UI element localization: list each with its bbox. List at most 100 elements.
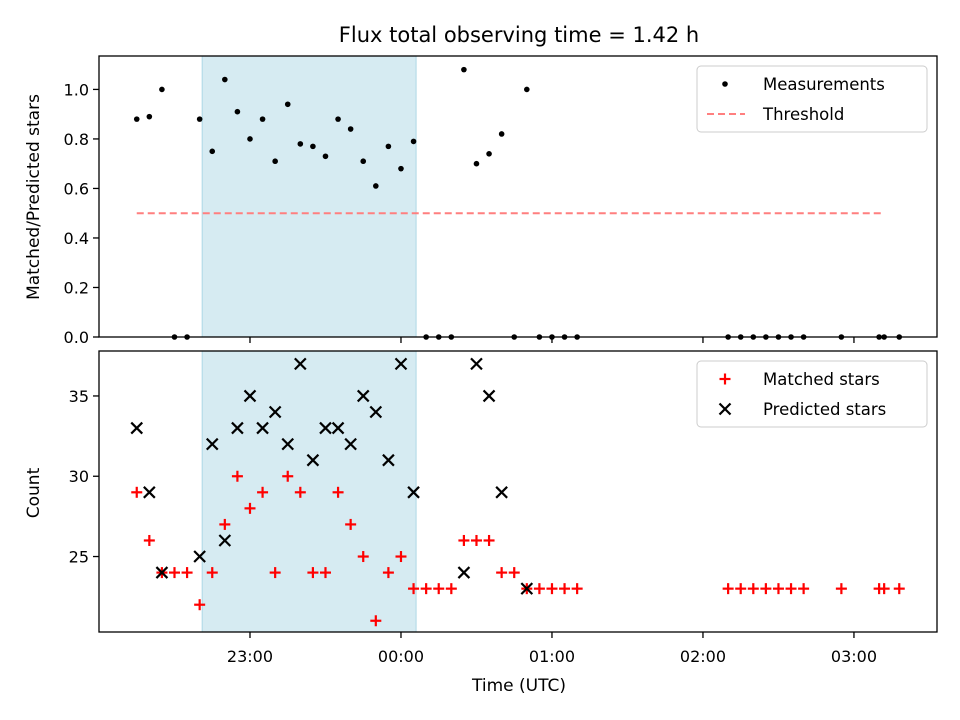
legend-label: Matched stars [763, 370, 880, 389]
observing-window-span [201, 350, 417, 633]
measurement-point [159, 86, 165, 93]
measurement-point [310, 143, 316, 150]
y-tick-label: 0.4 [64, 229, 89, 248]
matched-point [244, 502, 256, 514]
predicted-point [382, 453, 395, 467]
matched-point [282, 470, 294, 482]
matched-point [722, 583, 734, 595]
measurement-point [335, 116, 341, 122]
matched-point [332, 486, 344, 498]
matched-point [735, 583, 747, 595]
matched-point [181, 567, 193, 579]
x-axis-label: Time (UTC) [471, 676, 566, 696]
predicted-point [268, 405, 282, 419]
measurement-point [196, 116, 203, 122]
measurement-point [398, 165, 404, 172]
x-tick-label: 02:00 [680, 647, 726, 666]
measurement-point [259, 116, 266, 122]
matched-point [772, 583, 784, 595]
legend-label: Threshold [762, 105, 844, 124]
matched-point [835, 583, 847, 595]
series-matched-stars [131, 470, 905, 627]
matched-point [319, 567, 331, 579]
matched-point [370, 615, 382, 627]
measurement-point [373, 183, 379, 189]
predicted-point [356, 389, 370, 403]
legend-label: Measurements [763, 75, 885, 94]
y-tick-label: 0.2 [64, 278, 89, 297]
matched-point [357, 551, 369, 563]
x-tick-label: 03:00 [831, 647, 877, 666]
bottom-legend: Matched stars Predicted stars [696, 360, 928, 428]
bottom-panel: 25 30 35 23:00 00:00 01:00 02:00 03:00 Matched s… [69, 350, 938, 666]
matched-point [483, 534, 495, 546]
legend-label: Predicted stars [763, 400, 886, 419]
y-tick-label: 30 [69, 467, 89, 486]
matched-point [878, 583, 890, 595]
predicted-point [155, 566, 169, 579]
matched-point [194, 599, 206, 611]
x-tick-label: 23:00 [227, 647, 273, 666]
matched-point [785, 583, 797, 595]
matched-point [533, 583, 545, 595]
measurement-point [473, 160, 480, 167]
measurement-point [222, 76, 228, 83]
predicted-point [205, 437, 219, 451]
matched-point [760, 583, 772, 595]
measurement-point [133, 116, 140, 122]
legend-predicted-swatch [718, 402, 732, 416]
matched-point [445, 583, 457, 595]
predicted-point [281, 437, 295, 451]
matched-point [408, 583, 420, 595]
x-tick-label: 00:00 [378, 647, 424, 666]
top-panel: 0.0 0.2 0.4 0.6 0.8 1.0 Measurements Threshold [64, 55, 938, 347]
predicted-point [130, 421, 144, 435]
matched-point [257, 486, 269, 498]
matched-point [508, 567, 520, 579]
measurement-point [322, 153, 329, 160]
predicted-point [394, 357, 408, 371]
legend-measurement-swatch [722, 81, 728, 87]
matched-point [458, 534, 470, 546]
measurement-point [498, 131, 505, 137]
measurement-point [410, 138, 417, 145]
matched-point [893, 583, 905, 595]
matched-point [747, 583, 759, 595]
matched-point [294, 486, 306, 498]
matched-point [470, 534, 482, 546]
matched-point [496, 567, 508, 579]
matched-point [433, 583, 445, 595]
measurement-point [385, 143, 392, 150]
predicted-point [319, 421, 332, 435]
predicted-point [256, 421, 269, 435]
predicted-point [231, 421, 244, 435]
axes-frame [98, 350, 938, 633]
measurement-point [209, 148, 216, 155]
predicted-point [344, 437, 357, 451]
measurement-point [272, 158, 278, 165]
y-tick-label: 0.8 [64, 130, 89, 149]
predicted-point [193, 550, 206, 563]
matched-point [382, 567, 394, 579]
y-tick-label: 35 [69, 387, 89, 406]
measurement-point [347, 126, 354, 132]
measurement-point [234, 108, 241, 115]
measurement-point [461, 66, 467, 73]
matched-point [206, 567, 218, 579]
predicted-point [243, 389, 257, 403]
predicted-point [331, 421, 345, 435]
matched-point [420, 583, 432, 595]
matched-point [269, 567, 281, 579]
legend-matched-swatch [719, 373, 731, 385]
top-y-axis-label: Matched/Predicted stars [24, 94, 44, 300]
predicted-point [306, 453, 320, 467]
y-tick-label: 25 [69, 548, 89, 567]
y-tick-label: 0.6 [64, 179, 89, 198]
matched-point [131, 486, 143, 498]
legend-box [696, 360, 928, 428]
measurement-point [146, 113, 153, 120]
predicted-point [143, 486, 156, 499]
predicted-point [294, 357, 307, 371]
predicted-point [495, 486, 508, 499]
measurement-point [486, 150, 492, 157]
